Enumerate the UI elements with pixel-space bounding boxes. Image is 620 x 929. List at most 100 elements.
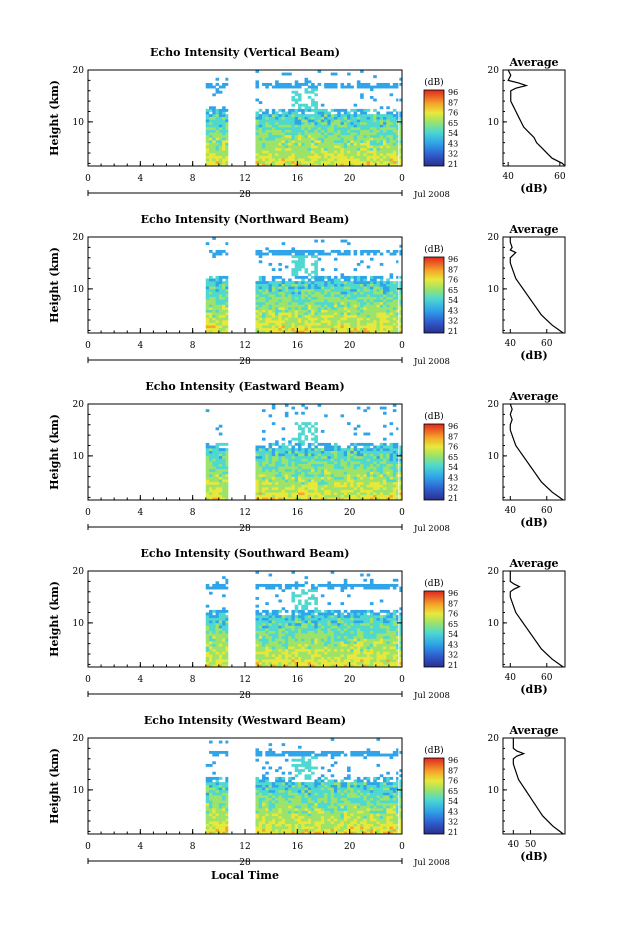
average-profile-line <box>509 237 564 334</box>
average-y-tick-label: 10 <box>488 285 500 295</box>
beam-panel-4: Echo Intensity (Southward Beam) 20 10 Heigh… <box>48 547 566 701</box>
colorbar-tick-label: 96 <box>448 422 458 431</box>
average-x-tick-label: 40 <box>505 339 517 349</box>
panel-title: Echo Intensity (Eastward Beam) <box>145 380 344 393</box>
colorbar-tick-label: 54 <box>448 630 458 639</box>
average-x-label: (dB) <box>520 182 547 195</box>
y-tick-label: 10 <box>73 285 85 295</box>
heatmap-cells <box>205 237 403 334</box>
x-tick-label: 16 <box>292 842 304 852</box>
colorbar-tick-label: 65 <box>448 787 458 796</box>
panel-title: Echo Intensity (Southward Beam) <box>141 547 350 560</box>
colorbar-tick-label: 87 <box>448 432 458 441</box>
average-frame <box>502 236 566 334</box>
average-profile-line <box>509 403 564 501</box>
x-tick-label: 4 <box>137 508 143 518</box>
average-frame <box>502 570 566 668</box>
beam-panel-1: Echo Intensity (Vertical Beam) 20 10 Height… <box>48 46 566 200</box>
x-tick-label: 16 <box>292 675 304 685</box>
average-x-label: (dB) <box>520 349 547 362</box>
colorbar <box>423 590 445 668</box>
average-y-tick-label: 10 <box>488 786 500 796</box>
beam-panel-5: Echo Intensity (Westward Beam) 20 10 Height… <box>48 714 566 868</box>
y-axis-label: Height (km) <box>48 414 61 490</box>
average-profile-line <box>512 738 564 835</box>
x-tick-label: 4 <box>137 341 143 351</box>
x-tick-label: 4 <box>137 675 143 685</box>
colorbar-tick-label: 54 <box>448 463 458 472</box>
colorbar-tick-label: 43 <box>448 473 458 482</box>
colorbar-tick-label: 21 <box>448 828 458 837</box>
heatmap-cells <box>205 738 403 835</box>
colorbar-tick-label: 21 <box>448 661 458 670</box>
x-tick-label: 20 <box>344 174 356 184</box>
colorbar-tick-label: 32 <box>448 818 458 827</box>
y-tick-label: 20 <box>73 400 85 410</box>
y-tick-label: 10 <box>73 619 85 629</box>
x-tick-label: 20 <box>344 341 356 351</box>
colorbar <box>423 256 445 334</box>
date-day-label: 28 <box>239 691 251 701</box>
average-x-tick-label: 60 <box>541 339 553 349</box>
y-tick-label: 20 <box>73 233 85 243</box>
x-tick-label: 0 <box>399 675 405 685</box>
y-axis-label: Height (km) <box>48 748 61 824</box>
x-tick-label: 8 <box>190 341 196 351</box>
y-axis-label: Height (km) <box>48 80 61 156</box>
colorbar-tick-label: 43 <box>448 306 458 315</box>
colorbar-tick-label: 87 <box>448 98 458 107</box>
average-x-tick-label: 60 <box>554 172 566 182</box>
average-y-tick-label: 10 <box>488 118 500 128</box>
average-title: Average <box>508 56 558 69</box>
date-day-label: 28 <box>239 357 251 367</box>
average-y-tick-label: 20 <box>488 400 500 410</box>
y-axis-label: Height (km) <box>48 247 61 323</box>
colorbar-tick-label: 76 <box>448 777 458 786</box>
y-tick-label: 10 <box>73 118 85 128</box>
colorbar <box>423 423 445 501</box>
average-frame <box>502 737 566 835</box>
date-day-label: 28 <box>239 858 251 868</box>
colorbar <box>423 89 445 167</box>
x-tick-label: 0 <box>85 508 91 518</box>
x-tick-label: 12 <box>239 341 250 351</box>
colorbar <box>423 757 445 835</box>
average-title: Average <box>508 390 558 403</box>
x-tick-label: 16 <box>292 341 304 351</box>
date-month-label: Jul 2008 <box>413 357 450 367</box>
average-x-tick-label: 40 <box>502 172 514 182</box>
x-tick-label: 12 <box>239 842 250 852</box>
date-month-label: Jul 2008 <box>413 691 450 701</box>
x-tick-label: 0 <box>85 842 91 852</box>
average-y-tick-label: 20 <box>488 233 500 243</box>
x-tick-label: 0 <box>399 174 405 184</box>
average-x-tick-label: 40 <box>505 673 517 683</box>
panel-title: Echo Intensity (Northward Beam) <box>141 213 350 226</box>
average-title: Average <box>508 557 558 570</box>
date-month-label: Jul 2008 <box>413 524 450 534</box>
colorbar-tick-label: 43 <box>448 640 458 649</box>
colorbar-tick-label: 76 <box>448 109 458 118</box>
average-title: Average <box>508 223 558 236</box>
colorbar-tick-label: 96 <box>448 756 458 765</box>
x-tick-label: 16 <box>292 174 304 184</box>
panel-title: Echo Intensity (Westward Beam) <box>144 714 346 727</box>
average-x-tick-label: 40 <box>508 840 520 850</box>
colorbar-tick-label: 96 <box>448 589 458 598</box>
x-tick-label: 8 <box>190 508 196 518</box>
x-tick-label: 12 <box>239 675 250 685</box>
x-tick-label: 0 <box>399 842 405 852</box>
average-x-tick-label: 40 <box>505 506 517 516</box>
beam-panels: Echo Intensity (Vertical Beam) 20 10 Height… <box>48 46 566 868</box>
colorbar-tick-label: 54 <box>448 797 458 806</box>
colorbar-tick-label: 43 <box>448 807 458 816</box>
x-tick-label: 0 <box>399 341 405 351</box>
x-tick-label: 4 <box>137 842 143 852</box>
y-tick-label: 10 <box>73 786 85 796</box>
average-x-tick-label: 60 <box>541 673 553 683</box>
colorbar-unit: (dB) <box>424 745 443 756</box>
colorbar-tick-label: 76 <box>448 276 458 285</box>
colorbar-tick-label: 76 <box>448 443 458 452</box>
colorbar-tick-label: 21 <box>448 160 458 169</box>
